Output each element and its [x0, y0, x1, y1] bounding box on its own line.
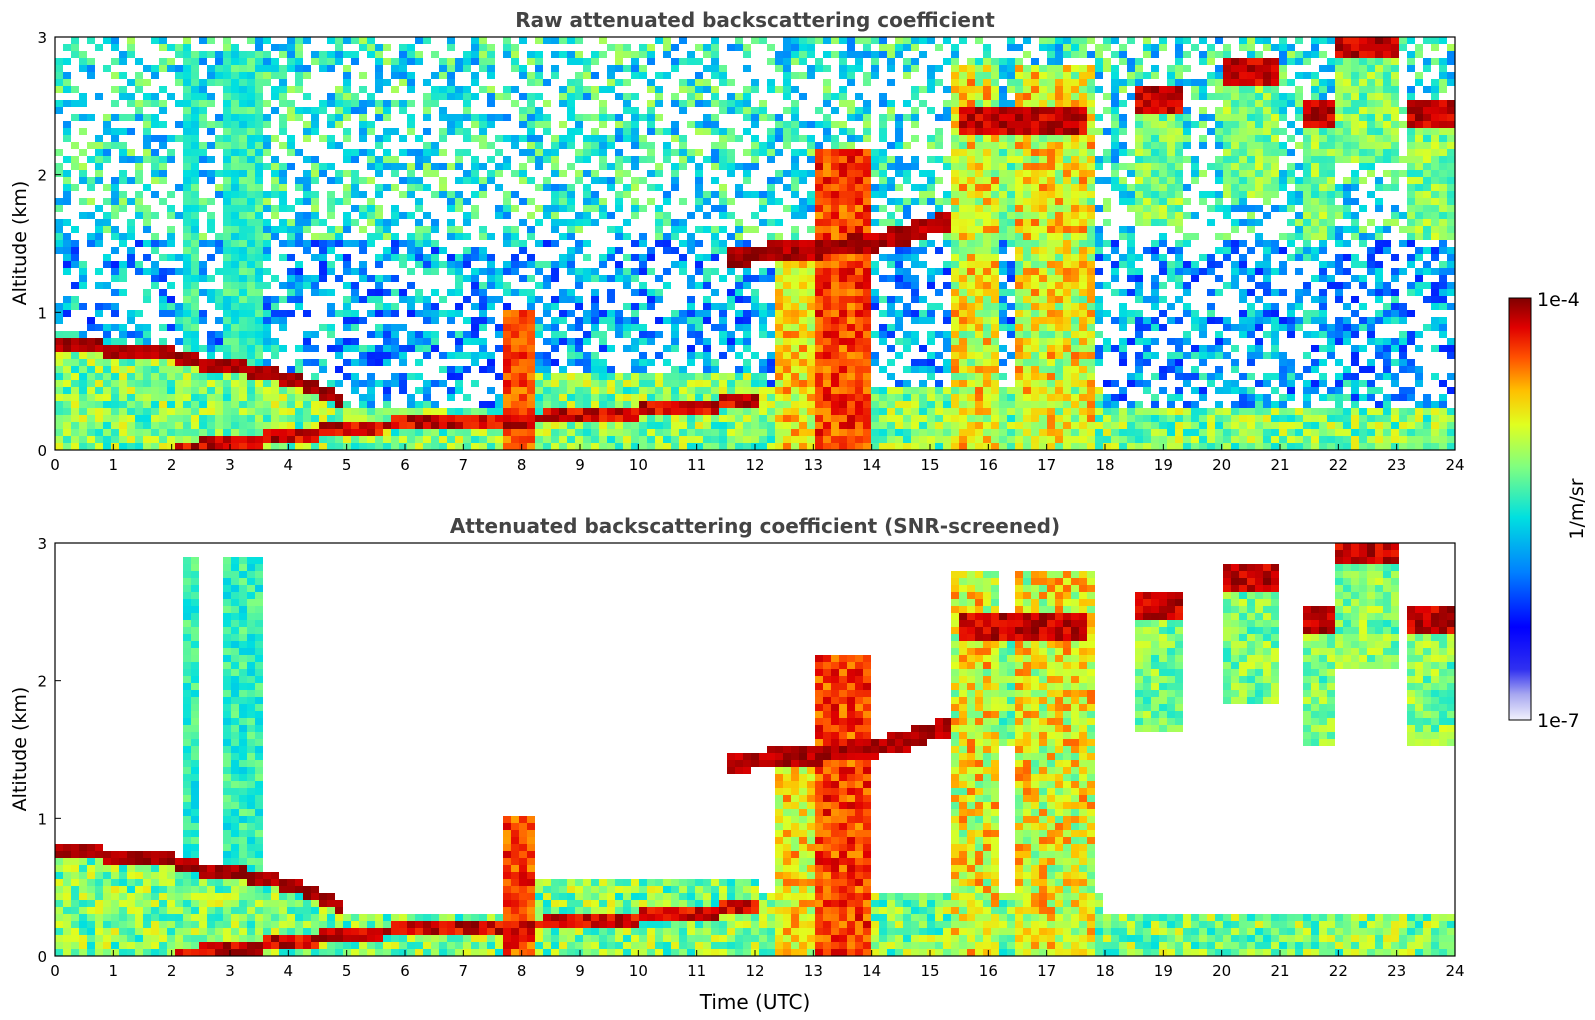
x-tick-label: 2 [167, 962, 177, 980]
x-tick-label: 4 [284, 456, 294, 474]
x-tick-label: 20 [1212, 962, 1231, 980]
x-tick-label: 2 [167, 456, 177, 474]
x-tick-label: 6 [400, 962, 410, 980]
x-tick-label: 8 [517, 456, 527, 474]
x-tick-label: 3 [225, 456, 235, 474]
panel-raw-title: Raw attenuated backscattering coefficien… [515, 8, 995, 32]
x-tick-label: 19 [1154, 962, 1173, 980]
panel-screened-title: Attenuated backscattering coefficient (S… [450, 514, 1060, 538]
x-tick-label: 4 [284, 962, 294, 980]
x-tick-label: 23 [1387, 962, 1406, 980]
x-tick-label: 19 [1154, 456, 1173, 474]
screened-y-axis: 0 1 2 3 [37, 535, 61, 966]
y-tick-label: 3 [37, 29, 47, 47]
raw-heatmap [55, 37, 1455, 450]
x-tick-label: 1 [109, 456, 119, 474]
screened-heatmap [55, 543, 1455, 956]
panel-raw: Raw attenuated backscattering coefficien… [9, 8, 1465, 474]
x-axis-label: Time (UTC) [699, 990, 811, 1014]
y-tick-label: 0 [37, 442, 47, 460]
x-tick-label: 11 [687, 962, 706, 980]
x-tick-label: 3 [225, 962, 235, 980]
x-tick-label: 17 [1037, 962, 1056, 980]
x-tick-label: 23 [1387, 456, 1406, 474]
colorbar-gradient [1508, 297, 1532, 721]
x-tick-label: 1 [109, 962, 119, 980]
screened-x-axis: 0 1 2 3 4 5 6 7 8 9 10 11 12 13 14 15 16 17 18 19 20 21 22 23 24 [50, 950, 1465, 980]
x-tick-label: 22 [1329, 456, 1348, 474]
colorbar-max-label: 1e-4 [1537, 289, 1580, 311]
x-tick-label: 7 [459, 962, 469, 980]
colorbar-unit-label: 1/m/sr [1566, 478, 1588, 539]
raw-x-axis: 0 1 2 3 4 5 6 7 8 9 10 11 12 13 14 15 16 17 18 19 20 21 22 23 24 [50, 444, 1465, 474]
x-tick-label: 20 [1212, 456, 1231, 474]
x-tick-label: 8 [517, 962, 527, 980]
y-tick-label: 1 [37, 304, 47, 322]
x-tick-label: 14 [862, 962, 881, 980]
colorbar-min-label: 1e-7 [1537, 710, 1580, 732]
x-tick-label: 5 [342, 962, 352, 980]
x-tick-label: 5 [342, 456, 352, 474]
x-tick-label: 15 [920, 962, 939, 980]
x-tick-label: 9 [575, 456, 585, 474]
x-tick-label: 24 [1445, 962, 1464, 980]
x-tick-label: 11 [687, 456, 706, 474]
x-tick-label: 17 [1037, 456, 1056, 474]
raw-y-axis: 0 1 2 3 [37, 29, 61, 460]
raw-y-axis-label: Altitude (km) [9, 181, 31, 306]
x-tick-label: 21 [1270, 456, 1289, 474]
x-tick-label: 10 [629, 962, 648, 980]
colorbar: 1e-4 1e-7 1/m/sr [1508, 289, 1588, 732]
y-tick-label: 1 [37, 810, 47, 828]
y-tick-label: 0 [37, 948, 47, 966]
x-tick-label: 7 [459, 456, 469, 474]
x-tick-label: 6 [400, 456, 410, 474]
y-tick-label: 2 [37, 673, 47, 691]
y-tick-label: 3 [37, 535, 47, 553]
x-tick-label: 0 [50, 456, 60, 474]
y-tick-label: 2 [37, 167, 47, 185]
x-tick-label: 22 [1329, 962, 1348, 980]
x-tick-label: 15 [920, 456, 939, 474]
x-tick-label: 24 [1445, 456, 1464, 474]
x-tick-label: 13 [804, 962, 823, 980]
x-tick-label: 18 [1095, 962, 1114, 980]
screened-y-axis-label: Altitude (km) [9, 687, 31, 812]
x-tick-label: 16 [979, 962, 998, 980]
x-tick-label: 12 [745, 456, 764, 474]
x-tick-label: 12 [745, 962, 764, 980]
x-tick-label: 16 [979, 456, 998, 474]
x-tick-label: 13 [804, 456, 823, 474]
panel-screened: Attenuated backscattering coefficient (S… [9, 514, 1465, 1014]
x-tick-label: 14 [862, 456, 881, 474]
x-tick-label: 0 [50, 962, 60, 980]
x-tick-label: 21 [1270, 962, 1289, 980]
x-tick-label: 9 [575, 962, 585, 980]
x-tick-label: 18 [1095, 456, 1114, 474]
x-tick-label: 10 [629, 456, 648, 474]
